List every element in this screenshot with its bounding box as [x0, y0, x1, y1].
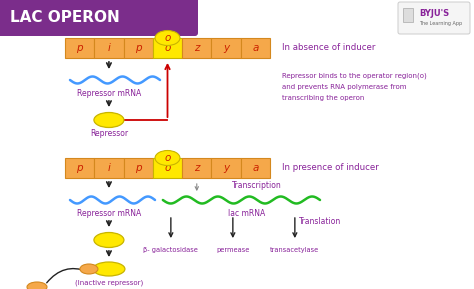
Ellipse shape: [155, 31, 180, 45]
Text: transacetylase: transacetylase: [270, 247, 319, 253]
Ellipse shape: [80, 264, 98, 274]
Ellipse shape: [94, 232, 124, 247]
FancyBboxPatch shape: [124, 38, 153, 58]
FancyBboxPatch shape: [211, 158, 241, 178]
Text: i: i: [108, 163, 110, 173]
FancyBboxPatch shape: [153, 38, 182, 58]
Text: o: o: [164, 163, 171, 173]
Text: Repressor binds to the operator region(o): Repressor binds to the operator region(o…: [282, 73, 427, 79]
Ellipse shape: [155, 151, 180, 166]
Text: p: p: [76, 43, 83, 53]
FancyBboxPatch shape: [241, 38, 270, 58]
Text: y: y: [223, 163, 229, 173]
FancyBboxPatch shape: [398, 2, 470, 34]
FancyBboxPatch shape: [153, 158, 182, 178]
Text: o: o: [164, 33, 171, 43]
FancyBboxPatch shape: [65, 38, 94, 58]
Text: p: p: [76, 163, 83, 173]
Text: β- galactosidase: β- galactosidase: [144, 247, 198, 253]
Text: i: i: [108, 43, 110, 53]
Text: In absence of inducer: In absence of inducer: [282, 44, 375, 53]
Text: LAC OPERON: LAC OPERON: [10, 10, 120, 25]
Text: transcribing the operon: transcribing the operon: [282, 95, 365, 101]
FancyBboxPatch shape: [182, 158, 211, 178]
FancyBboxPatch shape: [94, 158, 124, 178]
FancyBboxPatch shape: [241, 158, 270, 178]
Text: p: p: [135, 43, 142, 53]
FancyBboxPatch shape: [403, 8, 413, 22]
Text: p: p: [135, 163, 142, 173]
Ellipse shape: [27, 282, 47, 289]
Text: Repressor: Repressor: [90, 129, 128, 138]
FancyBboxPatch shape: [0, 0, 198, 36]
Text: Transcription: Transcription: [232, 181, 282, 190]
FancyBboxPatch shape: [124, 158, 153, 178]
Text: a: a: [252, 43, 258, 53]
FancyBboxPatch shape: [211, 38, 241, 58]
Text: permease: permease: [216, 247, 249, 253]
Text: and prevents RNA polymerase from: and prevents RNA polymerase from: [282, 84, 407, 90]
Text: Translation: Translation: [299, 216, 341, 225]
Text: The Learning App: The Learning App: [419, 21, 462, 27]
FancyBboxPatch shape: [65, 158, 94, 178]
Text: Repressor mRNA: Repressor mRNA: [77, 208, 141, 218]
Text: Repressor mRNA: Repressor mRNA: [77, 88, 141, 97]
Text: o: o: [164, 153, 171, 163]
Text: a: a: [252, 163, 258, 173]
Text: y: y: [223, 43, 229, 53]
FancyBboxPatch shape: [182, 38, 211, 58]
Text: BYJU'S: BYJU'S: [419, 10, 449, 18]
Ellipse shape: [93, 262, 125, 276]
Text: In presence of inducer: In presence of inducer: [282, 164, 379, 173]
FancyBboxPatch shape: [94, 38, 124, 58]
Text: lac mRNA: lac mRNA: [228, 208, 265, 218]
Ellipse shape: [94, 112, 124, 127]
Text: z: z: [194, 43, 200, 53]
Text: z: z: [194, 163, 200, 173]
Text: (Inactive repressor): (Inactive repressor): [75, 280, 143, 286]
Text: o: o: [164, 43, 171, 53]
